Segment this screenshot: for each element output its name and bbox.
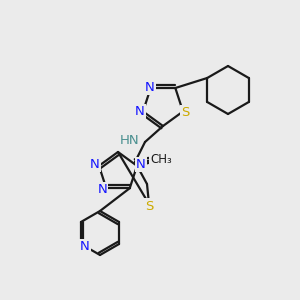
Text: N: N xyxy=(98,183,107,196)
Text: N: N xyxy=(135,105,145,118)
Text: O: O xyxy=(159,154,169,166)
Text: N: N xyxy=(80,241,90,254)
Text: N: N xyxy=(136,158,146,171)
Text: S: S xyxy=(181,106,189,119)
Text: N: N xyxy=(90,158,100,171)
Text: N: N xyxy=(145,80,154,94)
Text: HN: HN xyxy=(119,134,139,146)
Text: S: S xyxy=(145,200,153,212)
Text: CH₃: CH₃ xyxy=(150,153,172,166)
